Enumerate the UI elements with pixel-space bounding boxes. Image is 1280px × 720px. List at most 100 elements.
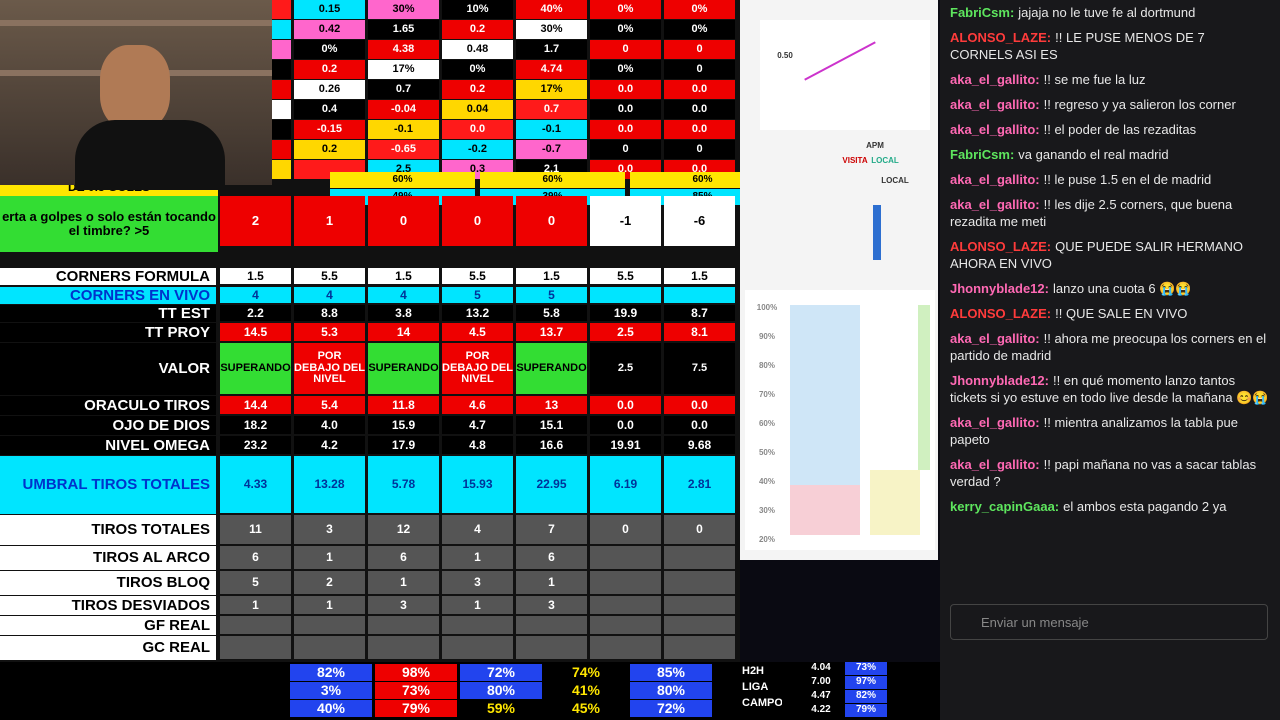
cell: 4.38 <box>368 40 439 59</box>
cell: -0.65 <box>368 140 439 159</box>
chat-user[interactable]: aka_el_gallito: <box>950 331 1040 346</box>
cell: 15.1 <box>516 416 587 434</box>
chat-user[interactable]: ALONSO_LAZE: <box>950 30 1052 45</box>
chat-message: aka_el_gallito:!! regreso y ya salieron … <box>940 92 1280 117</box>
question-cell: -1 <box>590 196 661 246</box>
chat-user[interactable]: Jhonnyblade12: <box>950 373 1049 388</box>
chat-user[interactable]: aka_el_gallito: <box>950 72 1040 87</box>
cell <box>590 616 661 634</box>
pct-cell: 80% <box>630 682 712 699</box>
cell: 11 <box>220 515 291 544</box>
row-label: UMBRAL TIROS TOTALES <box>0 456 216 514</box>
cell: 5 <box>220 571 291 594</box>
question-cell: 0 <box>442 196 513 246</box>
chart-card <box>760 20 930 130</box>
chat-text: !! les dije 2.5 corners, que buena rezad… <box>950 197 1233 229</box>
person-head <box>100 45 170 130</box>
cell: 3.8 <box>368 305 439 321</box>
chat-message: aka_el_gallito:!! ahora me preocupa los … <box>940 326 1280 368</box>
cell: 0 <box>664 140 735 159</box>
cell: SUPERANDO <box>220 343 291 394</box>
chat-user[interactable]: aka_el_gallito: <box>950 122 1040 137</box>
cell: 1.5 <box>664 268 735 284</box>
cell: 4.33 <box>220 456 291 513</box>
y-tick-label: 90% <box>758 331 775 341</box>
legend-entry: VISITA <box>842 155 868 165</box>
chat-messages: FabriCsm: jajaja no le tuve fe al dortmun… <box>940 0 1280 519</box>
chat-user[interactable]: aka_el_gallito: <box>950 415 1040 430</box>
chat-panel: FabriCsm: jajaja no le tuve fe al dortmun… <box>940 0 1280 720</box>
cell: 6 <box>368 546 439 569</box>
chat-message: ALONSO_LAZE:!! QUE SALE EN VIVO <box>940 301 1280 326</box>
cell <box>590 546 661 569</box>
chat-user[interactable]: aka_el_gallito: <box>950 97 1040 112</box>
cell: 19.9 <box>590 305 661 321</box>
line-label: 0.50 <box>777 50 793 60</box>
chat-text: QUE PUEDE SALIR HERMANO AHORA EN VIVO <box>950 239 1243 271</box>
cell: 1 <box>516 571 587 594</box>
cell: 4 <box>368 287 439 303</box>
chat-input[interactable]: Enviar un mensaje <box>950 604 1268 640</box>
cell <box>294 636 365 659</box>
chat-text: !! el poder de las rezaditas <box>1043 122 1197 137</box>
row-label: TIROS DESVIADOS <box>0 596 216 615</box>
cell: 0.0 <box>664 396 735 414</box>
strip-label: CAMPO <box>742 696 782 711</box>
question-cell: 0 <box>516 196 587 246</box>
chat-user[interactable]: aka_el_gallito: <box>950 197 1040 212</box>
row-label: CORNERS EN VIVO <box>0 287 216 304</box>
cell: -0.04 <box>368 100 439 119</box>
chat-user[interactable]: aka_el_gallito: <box>950 457 1040 472</box>
pct-cell: 41% <box>545 682 627 699</box>
cell: 0 <box>590 515 661 544</box>
chat-user[interactable]: aka_el_gallito: <box>950 172 1040 187</box>
cell: 6.19 <box>590 456 661 513</box>
pct-cell: 72% <box>460 664 542 681</box>
chat-user[interactable]: FabriCsm: <box>950 5 1015 20</box>
cell: 0% <box>664 0 735 19</box>
cell: 1.5 <box>516 268 587 284</box>
cell: 2.2 <box>220 305 291 321</box>
cell: 0% <box>664 20 735 39</box>
cell: 5.5 <box>590 268 661 284</box>
cell: 0 <box>664 40 735 59</box>
chat-user[interactable]: Jhonnyblade12: <box>950 281 1049 296</box>
cell <box>664 636 735 659</box>
row-label: GF REAL <box>0 616 216 635</box>
question-cell: -6 <box>664 196 735 246</box>
cell <box>368 636 439 659</box>
cell <box>664 287 735 303</box>
cell: 4.7 <box>442 416 513 434</box>
row-label: TIROS TOTALES <box>0 515 216 545</box>
side-cell: 4.47 <box>800 690 842 703</box>
cell: 11.8 <box>368 396 439 414</box>
y-tick-label: 50% <box>758 447 775 457</box>
person-body <box>75 120 225 190</box>
cell: 8.8 <box>294 305 365 321</box>
chat-user[interactable]: FabriCsm: <box>950 147 1015 162</box>
question-cell: 0 <box>368 196 439 246</box>
cell: 0.42 <box>294 20 365 39</box>
cell: 14.5 <box>220 323 291 341</box>
cell: 1 <box>220 596 291 614</box>
cell: 14 <box>368 323 439 341</box>
side-cell: 82% <box>845 690 887 703</box>
side-cell: 79% <box>845 704 887 717</box>
side-cell: 4.04 <box>800 662 842 675</box>
chat-message: ALONSO_LAZE: QUE PUEDE SALIR HERMANO AHOR… <box>940 234 1280 276</box>
pct-cell: 82% <box>290 664 372 681</box>
cell: 5.5 <box>294 268 365 284</box>
cell: 0% <box>294 40 365 59</box>
cell <box>220 616 291 634</box>
cell: 4.8 <box>442 436 513 454</box>
strip-label: H2H <box>742 664 782 679</box>
chat-user[interactable]: ALONSO_LAZE: <box>950 239 1052 254</box>
pct-cell: 74% <box>545 664 627 681</box>
chat-user[interactable]: kerry_capinGaaa: <box>950 499 1060 514</box>
cell <box>590 636 661 659</box>
chat-user[interactable]: ALONSO_LAZE: <box>950 306 1052 321</box>
cell: -0.1 <box>516 120 587 139</box>
cell: 12 <box>368 515 439 544</box>
axis-label: APM <box>866 140 884 150</box>
shelf <box>0 20 272 26</box>
